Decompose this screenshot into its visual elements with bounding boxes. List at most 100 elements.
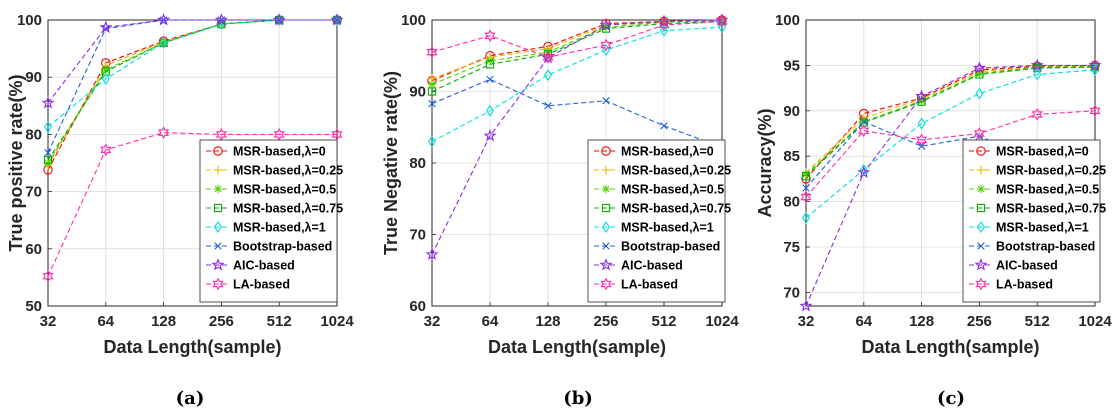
data-point [542,50,554,64]
legend-marker [602,242,610,250]
data-point [41,96,55,109]
y-tick-label: 60 [25,241,42,258]
legend-label: MSR-based,λ=1 [621,221,714,235]
data-point [860,117,868,126]
x-tick-label: 64 [855,313,872,330]
x-tick-label: 512 [1025,313,1050,330]
chart-panel-1: 32 64 128 256 512 1024 50 60 70 80 90 100 MSR-based,… [6,12,354,409]
series-line-4 [431,20,723,92]
data-point [975,87,984,100]
data-point [660,122,668,130]
x-tick-label: 1024 [705,313,739,330]
x-tick-label: 32 [798,313,815,330]
data-point [425,247,439,261]
legend-label: MSR-based,λ=0.5 [996,183,1099,197]
legend-marker [975,277,987,291]
legend-marker [601,203,611,213]
legend-marker [976,203,986,213]
legend-marker [601,146,611,156]
data-point [972,61,986,74]
legend-label: MSR-based,λ=0.25 [233,164,343,178]
data-point [427,80,437,89]
data-point [801,172,811,181]
legend-label: MSR-based,λ=1 [233,221,326,235]
legend-label: MSR-based,λ=0 [621,145,714,159]
series-line-5 [431,26,723,143]
data-point [1090,62,1100,71]
data-point [975,69,984,78]
data-point [1089,104,1101,118]
data-point [657,14,671,27]
data-point [601,24,611,33]
legend-marker [977,242,985,250]
data-point [101,72,110,85]
legend-label: LA-based [621,278,678,292]
chart-panel-2: 32 64 128 256 512 1024 60 70 80 90 100 MSR-based,λ=… [381,12,739,409]
data-point [857,165,871,179]
legend-marker [213,146,223,156]
data-point [485,104,495,117]
legend-marker [213,184,223,194]
legend-label: LA-based [233,278,290,292]
y-axis-label: True positive rate(%) [6,74,26,251]
y-tick-label: 100 [775,12,800,29]
data-point [330,13,344,26]
series-line-6 [431,78,723,148]
legend-marker [976,165,986,175]
legend-label: MSR-based,λ=0.25 [996,164,1106,178]
x-axis-label: Data Length(sample) [861,337,1039,357]
x-tick-label: 128 [909,313,934,330]
legend-label: AIC-based [621,259,683,273]
x-tick-label: 256 [593,313,618,330]
y-tick-label: 70 [25,184,42,201]
legend-box [587,139,726,303]
y-tick-label: 70 [409,227,426,244]
data-point [101,65,110,74]
series-line-7 [805,64,1095,307]
x-tick-label: 64 [482,313,499,330]
data-point [599,18,613,31]
panel-label: (c) [937,388,965,409]
data-point [1030,58,1044,71]
legend-label: MSR-based,λ=0.25 [621,164,731,178]
data-point [716,14,728,28]
data-point [717,16,727,25]
data-point [427,135,437,148]
series-line-7 [431,19,723,255]
series-line-8 [431,20,723,58]
data-point [717,21,727,34]
series-line-4 [805,66,1096,177]
data-point [428,99,436,108]
y-tick-label: 90 [409,84,426,101]
legend-marker [211,258,225,271]
data-point [101,67,110,76]
data-point [1031,107,1043,121]
x-tick-label: 32 [424,313,441,330]
y-tick-label: 80 [25,126,42,143]
legend-marker [974,258,988,271]
legend-label: MSR-based,λ=0.75 [233,202,343,216]
y-tick-label: 80 [409,155,426,172]
data-point [801,211,811,224]
data-point [916,133,928,147]
data-point [44,148,52,157]
legend-label: MSR-based,λ=0 [233,145,326,159]
legend-label: Bootstrap-based [233,240,332,254]
legend: MSR-based,λ=0 MSR-based,λ=0.25 MSR-based,λ… [587,139,731,303]
series-line-3 [805,65,1096,175]
series-line-6 [47,19,337,153]
data-point [602,97,610,105]
legend-label: MSR-based,λ=0.5 [233,183,336,197]
x-tick-label: 512 [651,313,676,330]
data-point [659,17,669,27]
legend-marker [213,203,223,213]
y-axis-label: Accuracy(%) [755,108,775,217]
data-point [801,170,811,179]
data-point [917,117,926,130]
legend-box [199,139,338,303]
data-point [658,18,670,32]
legend-marker [213,220,223,234]
y-tick-label: 95 [783,57,800,74]
data-point [917,96,926,106]
